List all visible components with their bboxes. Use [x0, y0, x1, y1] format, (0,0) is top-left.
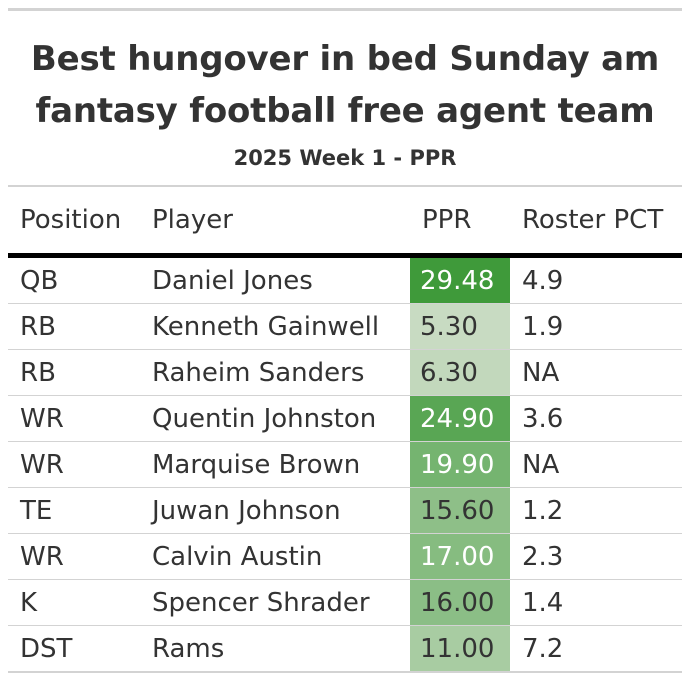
column-header-position: Position	[8, 186, 140, 258]
cell-roster-pct: 7.2	[510, 625, 682, 673]
cell-player: Kenneth Gainwell	[140, 303, 410, 350]
cell-player: Marquise Brown	[140, 441, 410, 488]
cell-player: Rams	[140, 625, 410, 673]
title-line-1: Best hungover in bed Sunday am	[30, 39, 660, 79]
column-header-player: Player	[140, 186, 410, 258]
players-table: Position Player PPR Roster PCT QB Daniel …	[8, 185, 682, 673]
cell-player: Raheim Sanders	[140, 349, 410, 396]
cell-player: Juwan Johnson	[140, 487, 410, 534]
cell-roster-pct: NA	[510, 349, 682, 396]
cell-position: WR	[8, 533, 140, 580]
table-row: TE Juwan Johnson 15.60 1.2	[8, 487, 682, 534]
cell-ppr: 19.90	[410, 441, 510, 488]
cell-ppr: 5.30	[410, 303, 510, 350]
title-line-2: fantasy football free agent team	[35, 91, 655, 131]
table-row: RB Raheim Sanders 6.30 NA	[8, 349, 682, 396]
table-row: QB Daniel Jones 29.48 4.9	[8, 255, 682, 304]
table-title: Best hungover in bed Sunday am fantasy f…	[8, 11, 682, 137]
column-header-ppr: PPR	[410, 186, 510, 258]
table-container: Best hungover in bed Sunday am fantasy f…	[8, 8, 682, 673]
table-header: Position Player PPR Roster PCT	[8, 186, 682, 258]
table-row: RB Kenneth Gainwell 5.30 1.9	[8, 303, 682, 350]
cell-position: WR	[8, 395, 140, 442]
cell-player: Calvin Austin	[140, 533, 410, 580]
cell-position: QB	[8, 255, 140, 304]
column-header-roster-pct: Roster PCT	[510, 186, 682, 258]
table-body: QB Daniel Jones 29.48 4.9 RB Kenneth Gainwell…	[8, 255, 682, 673]
cell-position: K	[8, 579, 140, 626]
cell-ppr: 15.60	[410, 487, 510, 534]
table-row: WR Marquise Brown 19.90 NA	[8, 441, 682, 488]
table-row: K Spencer Shrader 16.00 1.4	[8, 579, 682, 626]
table-row: WR Calvin Austin 17.00 2.3	[8, 533, 682, 580]
cell-ppr: 11.00	[410, 625, 510, 673]
cell-roster-pct: 3.6	[510, 395, 682, 442]
header-row: Position Player PPR Roster PCT	[8, 186, 682, 258]
cell-position: WR	[8, 441, 140, 488]
top-rule	[8, 8, 682, 11]
cell-player: Daniel Jones	[140, 255, 410, 304]
cell-position: RB	[8, 349, 140, 396]
cell-ppr: 24.90	[410, 395, 510, 442]
cell-position: RB	[8, 303, 140, 350]
table-subtitle: 2025 Week 1 - PPR	[233, 146, 457, 170]
cell-roster-pct: 1.2	[510, 487, 682, 534]
cell-player: Spencer Shrader	[140, 579, 410, 626]
cell-roster-pct: NA	[510, 441, 682, 488]
cell-position: TE	[8, 487, 140, 534]
cell-position: DST	[8, 625, 140, 673]
cell-roster-pct: 1.9	[510, 303, 682, 350]
cell-ppr: 6.30	[410, 349, 510, 396]
cell-roster-pct: 2.3	[510, 533, 682, 580]
cell-ppr: 17.00	[410, 533, 510, 580]
table-row: WR Quentin Johnston 24.90 3.6	[8, 395, 682, 442]
cell-player: Quentin Johnston	[140, 395, 410, 442]
cell-roster-pct: 4.9	[510, 255, 682, 304]
cell-ppr: 16.00	[410, 579, 510, 626]
table-row: DST Rams 11.00 7.2	[8, 625, 682, 673]
cell-roster-pct: 1.4	[510, 579, 682, 626]
cell-ppr: 29.48	[410, 255, 510, 304]
